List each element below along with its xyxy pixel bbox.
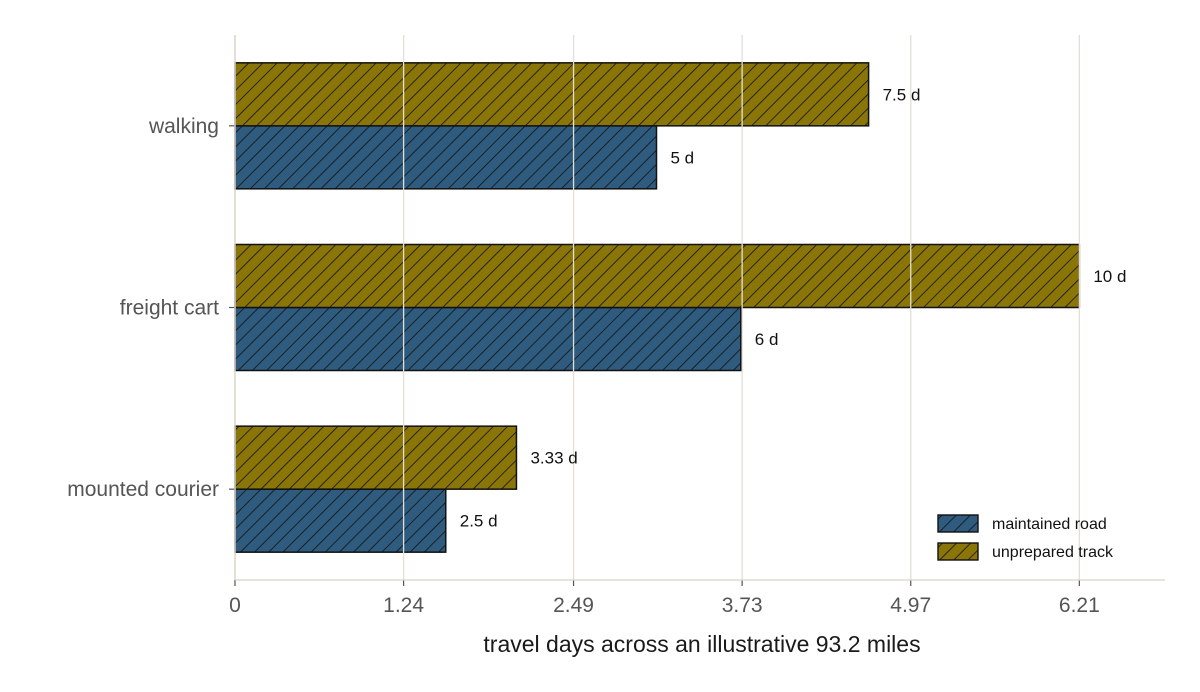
legend-swatch [937, 542, 979, 561]
data-label: 2.5 d [460, 512, 498, 531]
legend-item: unprepared track [937, 542, 1114, 561]
data-label: 5 d [670, 148, 694, 167]
legend: maintained road unprepared track [937, 514, 1114, 561]
data-label: 3.33 d [530, 449, 577, 468]
x-tick-label: 3.73 [722, 594, 763, 617]
data-label: 6 d [755, 330, 779, 349]
x-tick-label: 6.21 [1059, 594, 1100, 617]
x-tick-label: 2.49 [553, 594, 594, 617]
bar [234, 306, 742, 372]
bar [234, 125, 658, 190]
bar [234, 243, 1081, 309]
x-tick-label: 1.24 [383, 594, 424, 617]
x-axis-title: travel days across an illustrative 93.2 … [483, 631, 920, 657]
x-tick-label: 0 [229, 594, 241, 617]
legend-swatch [937, 514, 979, 533]
data-label: 10 d [1093, 267, 1126, 286]
legend-item: maintained road [937, 514, 1107, 533]
category-label: walking [148, 115, 219, 138]
bar [234, 62, 870, 127]
category-label: freight cart [120, 297, 219, 320]
data-label: 7.5 d [883, 85, 921, 104]
legend-label: maintained road [992, 516, 1107, 533]
bar [234, 488, 447, 553]
legend-label: unprepared track [992, 544, 1114, 561]
x-tick-label: 4.97 [890, 594, 931, 617]
bar [234, 425, 518, 490]
category-label: mounted courier [67, 478, 219, 501]
